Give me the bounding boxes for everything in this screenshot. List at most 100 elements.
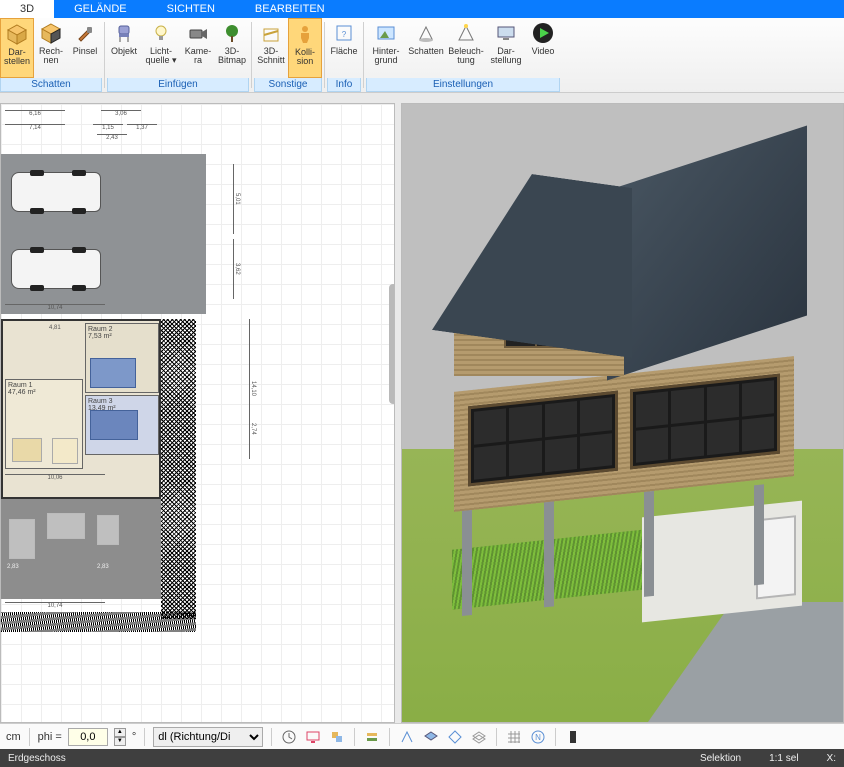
ribbon-label: Pinsel <box>73 47 98 56</box>
scrollbar-thumb[interactable] <box>389 284 395 404</box>
group-label: Info <box>327 78 361 92</box>
dim: 4,81 <box>49 325 61 331</box>
ribbon-label: Beleuch- tung <box>448 47 484 66</box>
stack-icon[interactable] <box>363 728 381 746</box>
3d-bitmap-button[interactable]: 3D- Bitmap <box>215 18 249 78</box>
plan-car <box>11 172 101 212</box>
darstellung-button[interactable]: Dar- stellung <box>486 18 526 78</box>
diamond-icon[interactable] <box>446 728 464 746</box>
group-label: Schatten <box>0 78 102 92</box>
flaeche-button[interactable]: ? Fläche <box>327 18 361 78</box>
area-icon: ? <box>332 21 356 45</box>
dim: 1,15 <box>93 124 123 131</box>
dim: 2,83 <box>97 564 109 570</box>
shadow-icon <box>414 21 438 45</box>
play-icon <box>531 21 555 45</box>
room-area: 7,53 m² <box>88 333 156 340</box>
monitor-icon <box>494 21 518 45</box>
dim: 7,14 <box>5 124 65 131</box>
lichtquelle-button[interactable]: Licht- quelle ▾ <box>141 18 181 78</box>
align-icon[interactable] <box>328 728 346 746</box>
tab-sichten[interactable]: SICHTEN <box>147 0 235 18</box>
ribbon-label: Kolli- sion <box>295 48 315 67</box>
status-ratio: 1:1 sel <box>769 753 798 764</box>
cube-icon <box>5 22 29 46</box>
beleuchtung-button[interactable]: Beleuch- tung <box>446 18 486 78</box>
layers-icon[interactable] <box>422 728 440 746</box>
ribbon-group-einfuegen: Objekt Licht- quelle ▾ Kame- ra 3D- Bitm… <box>107 18 249 92</box>
tab-bearbeiten[interactable]: BEARBEITEN <box>235 0 345 18</box>
dim: 6,16 <box>5 110 65 117</box>
plan-room-2: Raum 2 7,53 m² <box>85 323 159 393</box>
dim: 5,01 <box>233 164 240 234</box>
cube-calc-icon <box>39 21 63 45</box>
dim: 3,62 <box>233 239 240 299</box>
kamera-button[interactable]: Kame- ra <box>181 18 215 78</box>
phi-input[interactable] <box>68 728 108 746</box>
north-icon[interactable]: N <box>529 728 547 746</box>
ribbon: Dar- stellen Rech- nen Pinsel Schatten O… <box>0 18 844 93</box>
chair-icon <box>112 21 136 45</box>
pinsel-button[interactable]: Pinsel <box>68 18 102 78</box>
status-floor: Erdgeschoss <box>8 753 66 764</box>
video-button[interactable]: Video <box>526 18 560 78</box>
ribbon-label: 3D- Schnitt <box>257 47 285 66</box>
svg-text:N: N <box>535 733 541 742</box>
phi-label: phi = <box>38 731 62 743</box>
3d-view[interactable] <box>401 103 844 723</box>
ribbon-label: Schatten <box>408 47 444 56</box>
person-icon <box>293 22 317 46</box>
objekt-button[interactable]: Objekt <box>107 18 141 78</box>
3d-schnitt-button[interactable]: 3D- Schnitt <box>254 18 288 78</box>
group-label: Einfügen <box>107 78 249 92</box>
ribbon-group-einstellungen: Hinter- grund Schatten Beleuch- tung Dar… <box>366 18 560 92</box>
room-name: Raum 3 <box>88 398 156 405</box>
tree-icon <box>220 21 244 45</box>
clock-icon[interactable] <box>280 728 298 746</box>
plan-content: 6,16 3,06 7,14 1,15 1,37 2,43 10,74 5,01… <box>1 104 394 722</box>
background-icon <box>374 21 398 45</box>
tab-3d[interactable]: 3D <box>0 0 54 18</box>
direction-select[interactable]: dl (Richtung/Di <box>153 727 263 747</box>
ribbon-label: Licht- quelle ▾ <box>145 47 176 66</box>
bulb-icon <box>149 21 173 45</box>
tab-gelaende[interactable]: GELÄNDE <box>54 0 147 18</box>
hintergrund-button[interactable]: Hinter- grund <box>366 18 406 78</box>
group-label: Sonstige <box>254 78 322 92</box>
ribbon-label: Objekt <box>111 47 137 56</box>
snap-angle-icon[interactable] <box>398 728 416 746</box>
rechnen-button[interactable]: Rech- nen <box>34 18 68 78</box>
group-label: Einstellungen <box>366 78 560 92</box>
ribbon-label: Dar- stellen <box>4 48 30 67</box>
plan-view[interactable]: 6,16 3,06 7,14 1,15 1,37 2,43 10,74 5,01… <box>0 103 395 723</box>
overlay-icon[interactable] <box>470 728 488 746</box>
kollision-button[interactable]: Kolli- sion <box>288 18 322 78</box>
darstellen-button[interactable]: Dar- stellen <box>0 18 34 78</box>
dim: 10,06 <box>5 474 105 481</box>
dim: 2,74 <box>249 404 256 454</box>
dim: 10,74 <box>5 602 105 609</box>
ribbon-group-schatten: Dar- stellen Rech- nen Pinsel Schatten <box>0 18 102 92</box>
ribbon-group-sonstige: 3D- Schnitt Kolli- sion Sonstige <box>254 18 322 92</box>
ribbon-label: Hinter- grund <box>372 47 399 66</box>
brush-icon <box>73 21 97 45</box>
room-name: Raum 2 <box>88 326 156 333</box>
plan-vegetation <box>1 612 196 632</box>
grid-icon[interactable] <box>505 728 523 746</box>
3d-roof-left <box>432 160 632 358</box>
plan-room-3: Raum 3 13,49 m² <box>85 395 159 455</box>
plan-house: Raum 1 47,46 m² Raum 2 7,53 m² Raum 3 13… <box>1 319 161 499</box>
phi-spinner[interactable]: ▲▼ <box>114 728 126 746</box>
handle-icon[interactable] <box>564 728 582 746</box>
ribbon-label: Fläche <box>330 47 357 56</box>
ribbon-label: Video <box>532 47 555 56</box>
3d-window-right <box>630 374 780 470</box>
screen-icon[interactable] <box>304 728 322 746</box>
bottom-toolstrip: cm phi = ▲▼ ° dl (Richtung/Di N <box>0 723 844 749</box>
dim: 2,83 <box>7 564 19 570</box>
plan-room-1: Raum 1 47,46 m² <box>5 379 83 469</box>
room-area: 47,46 m² <box>8 389 80 396</box>
schatten-button[interactable]: Schatten <box>406 18 446 78</box>
dim: 10,74 <box>5 304 105 311</box>
status-bar: Erdgeschoss Selektion 1:1 sel X: <box>0 749 844 767</box>
